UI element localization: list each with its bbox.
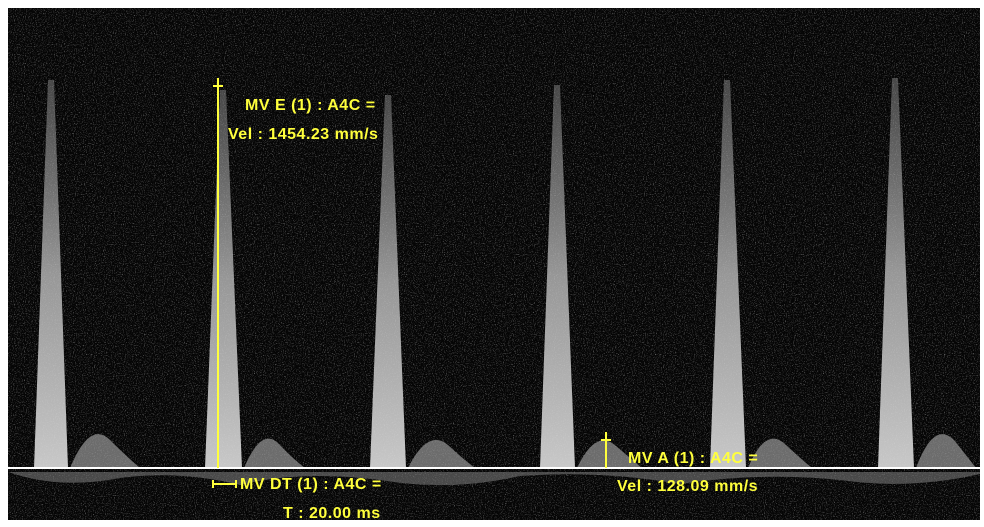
doppler-screenshot: MV E (1) : A4C = Vel : 1454.23 mm/s MV D… (0, 0, 984, 527)
annotation-label: MV A (1) : A4C = (628, 450, 758, 467)
annotation-value: Vel : 128.09 mm/s (617, 478, 758, 495)
annotation-label: MV DT (1) : A4C = (240, 476, 382, 493)
speckle-noise (8, 8, 980, 520)
annotation-value: T : 20.00 ms (283, 505, 381, 522)
annotation-label: MV E (1) : A4C = (245, 97, 376, 114)
annotation-value: Vel : 1454.23 mm/s (228, 126, 378, 143)
page: MV E (1) : A4C = Vel : 1454.23 mm/s MV D… (0, 0, 984, 527)
